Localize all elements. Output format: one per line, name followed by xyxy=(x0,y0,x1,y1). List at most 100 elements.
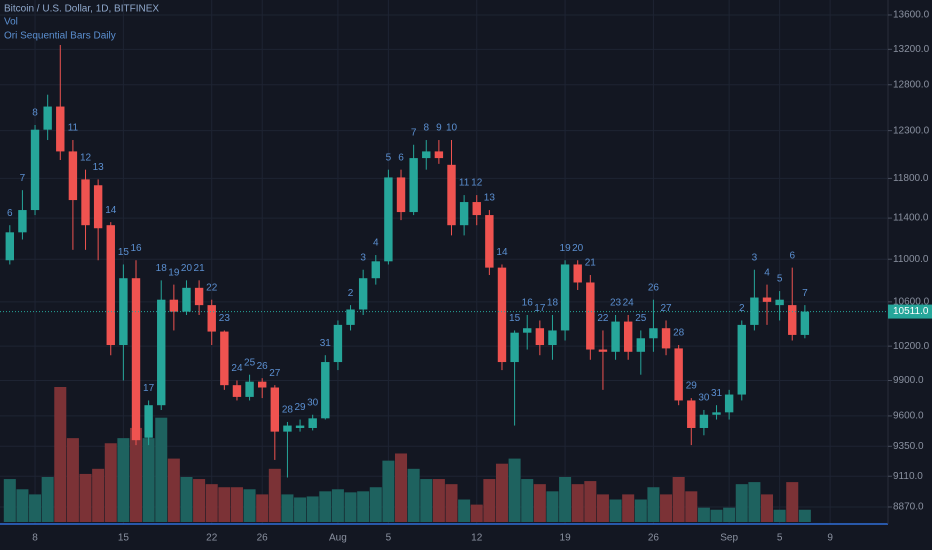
candle-body xyxy=(232,385,242,397)
candle-body xyxy=(699,414,709,428)
x-tick-label: 26 xyxy=(257,533,269,544)
candle-body xyxy=(333,324,343,363)
volume-bar xyxy=(508,458,521,522)
volume-bar xyxy=(395,453,408,522)
candle-body xyxy=(497,267,507,363)
count-label: 5 xyxy=(777,274,783,285)
candle-body xyxy=(68,151,78,201)
volume-bar xyxy=(167,458,180,522)
candle-body xyxy=(560,264,570,331)
candle-body xyxy=(93,185,103,229)
volume-bar xyxy=(117,438,130,522)
count-label: 26 xyxy=(648,282,660,293)
candle-body xyxy=(510,332,519,363)
volume-pane xyxy=(3,387,811,522)
x-tick-label: 22 xyxy=(206,533,218,544)
volume-bar xyxy=(647,487,660,522)
candle-body xyxy=(106,225,115,346)
volume-bar xyxy=(660,494,673,522)
candle-body xyxy=(661,328,671,349)
count-label: 19 xyxy=(560,243,572,254)
x-tick-label: 9 xyxy=(827,533,833,544)
candles xyxy=(5,44,810,478)
volume-bar xyxy=(331,489,344,522)
volume-bar xyxy=(142,438,155,522)
volume-bar xyxy=(256,494,269,522)
candle-body xyxy=(586,282,595,350)
count-label: 10 xyxy=(446,123,458,134)
count-label: 6 xyxy=(398,152,404,163)
count-label: 24 xyxy=(231,363,243,374)
count-label: 9 xyxy=(436,123,442,134)
y-tick-label: 9350.0 xyxy=(893,441,924,452)
candle-body xyxy=(611,321,620,352)
count-label: 27 xyxy=(660,303,672,314)
count-label: 3 xyxy=(752,252,758,263)
count-label: 6 xyxy=(7,208,13,219)
volume-bar xyxy=(29,494,42,522)
x-tick-label: 15 xyxy=(118,533,130,544)
y-tick-label: 8870.0 xyxy=(893,502,924,513)
count-label: 11 xyxy=(459,178,470,189)
candle-body xyxy=(485,215,494,268)
volume-bar xyxy=(735,484,748,522)
candle-body xyxy=(321,362,330,419)
x-tick-label: 8 xyxy=(32,533,38,544)
volume-bar xyxy=(205,484,218,522)
count-label: 5 xyxy=(386,152,392,163)
candle-body xyxy=(434,151,444,159)
candle-body xyxy=(409,158,418,213)
volume-bar xyxy=(760,494,774,522)
volume-bar xyxy=(546,491,559,522)
volume-bar xyxy=(155,417,168,522)
candle-body xyxy=(30,129,40,211)
count-label: 16 xyxy=(522,298,534,309)
candle-body xyxy=(459,202,469,226)
count-label: 7 xyxy=(20,173,26,184)
axes: 13600.0 13200.0 12800.0 12300.0 11800.0 11400… xyxy=(0,10,932,544)
indicator-label: Vol xyxy=(4,17,18,28)
volume-bar xyxy=(432,479,445,522)
candle-body xyxy=(371,261,380,279)
volume-bar xyxy=(79,473,92,522)
count-label: 12 xyxy=(471,178,483,189)
count-label: 14 xyxy=(496,247,508,258)
candle-body xyxy=(396,177,406,213)
volume-bar xyxy=(786,482,799,522)
volume-bar xyxy=(66,438,79,522)
volume-bar xyxy=(773,509,786,522)
volume-bar xyxy=(798,509,811,522)
volume-bar xyxy=(104,443,117,522)
count-label: 6 xyxy=(789,250,795,261)
count-label: 3 xyxy=(360,252,366,263)
y-tick-label: 9110.0 xyxy=(893,471,923,482)
candle-body xyxy=(750,297,759,325)
volume-bar xyxy=(458,499,471,522)
count-label: 21 xyxy=(194,263,206,274)
volume-bar xyxy=(180,477,193,522)
candle-body xyxy=(724,394,734,413)
y-tick-label: 12300.0 xyxy=(893,125,930,136)
volume-bar xyxy=(685,491,698,522)
volume-bar xyxy=(672,477,685,522)
count-label: 22 xyxy=(597,313,609,324)
indicator-label: Ori Sequential Bars Daily xyxy=(4,31,116,42)
y-tick-label: 9600.0 xyxy=(893,411,924,422)
count-label: 30 xyxy=(698,393,710,404)
candle-body xyxy=(169,299,179,312)
candle-body xyxy=(358,278,368,310)
volume-bar xyxy=(571,484,584,522)
count-label: 19 xyxy=(168,267,180,278)
count-label: 23 xyxy=(219,313,231,324)
volume-bar xyxy=(710,509,723,522)
candle-body xyxy=(598,349,608,352)
count-label: 18 xyxy=(547,298,559,309)
count-label: 27 xyxy=(269,368,281,379)
volume-bar xyxy=(470,504,483,522)
y-tick-label: 11800.0 xyxy=(893,173,929,184)
volume-bar xyxy=(41,477,54,522)
count-label: 2 xyxy=(348,288,354,299)
volume-bar xyxy=(16,489,29,522)
volume-bar xyxy=(218,487,231,522)
